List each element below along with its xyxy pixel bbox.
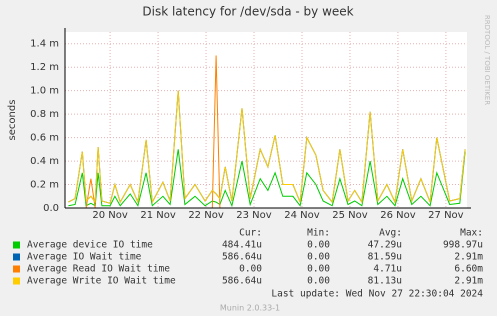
legend-label: Average IO Wait time xyxy=(27,252,142,263)
x-tick-label: 25 Nov xyxy=(332,210,368,221)
legend-stat: 484.41u xyxy=(222,240,262,251)
legend-swatch xyxy=(13,241,20,249)
x-tick-label: 21 Nov xyxy=(140,210,176,221)
y-tick-label: 1.0 m xyxy=(30,86,59,97)
legend-header: Avg: xyxy=(379,228,402,239)
y-tick-label: 1.2 m xyxy=(30,62,59,73)
series-line xyxy=(68,149,466,208)
legend-swatch xyxy=(13,277,20,285)
y-tick-label: 0.8 m xyxy=(30,109,59,120)
legend-stat: 81.59u xyxy=(368,252,402,263)
y-tick-label: 0.4 m xyxy=(30,156,59,167)
x-tick-label: 27 Nov xyxy=(428,210,464,221)
watermark: RRDTOOL / TOBI OETIKER xyxy=(483,15,491,105)
last-update: Last update: Wed Nov 27 22:30:04 2024 xyxy=(271,289,483,300)
y-tick-label: 0.6 m xyxy=(30,133,59,144)
y-tick-label: 0.2 m xyxy=(30,180,59,191)
legend-swatch xyxy=(13,253,20,261)
legend-stat: 81.13u xyxy=(368,276,402,287)
series-line xyxy=(68,90,466,204)
legend-stat: 4.71u xyxy=(373,264,402,275)
legend-stat: 998.97u xyxy=(443,240,483,251)
legend-label: Average Write IO Wait time xyxy=(27,276,176,287)
legend-stat: 0.00 xyxy=(307,252,330,263)
legend-header: Cur: xyxy=(239,228,262,239)
x-tick-label: 22 Nov xyxy=(188,210,224,221)
legend-header: Max: xyxy=(460,228,483,239)
legend-stat: 2.91m xyxy=(454,276,483,287)
legend-label: Average Read IO Wait time xyxy=(27,264,170,275)
x-tick-label: 23 Nov xyxy=(236,210,272,221)
x-tick-label: 26 Nov xyxy=(380,210,416,221)
y-tick-label: 1.4 m xyxy=(30,39,59,50)
legend-stat: 47.29u xyxy=(368,240,402,251)
chart-title: Disk latency for /dev/sda - by week xyxy=(142,5,353,19)
footer: Munin 2.0.33-1 xyxy=(220,304,280,313)
legend-stat: 0.00 xyxy=(239,264,262,275)
y-axis-label: seconds xyxy=(7,100,18,141)
legend-stat: 586.64u xyxy=(222,252,262,263)
x-tick-label: 20 Nov xyxy=(92,210,128,221)
legend-header: Min: xyxy=(307,228,330,239)
legend-stat: 0.00 xyxy=(307,276,330,287)
legend-stat: 0.00 xyxy=(307,264,330,275)
legend-swatch xyxy=(13,265,20,273)
legend-stat: 0.00 xyxy=(307,240,330,251)
legend-label: Average device IO time xyxy=(27,240,153,251)
legend-stat: 586.64u xyxy=(222,276,262,287)
legend-stat: 2.91m xyxy=(454,252,483,263)
plot-area xyxy=(65,32,467,208)
y-tick-label: 0.0 xyxy=(43,203,59,214)
x-tick-label: 24 Nov xyxy=(284,210,320,221)
legend-stat: 6.60m xyxy=(454,264,483,275)
